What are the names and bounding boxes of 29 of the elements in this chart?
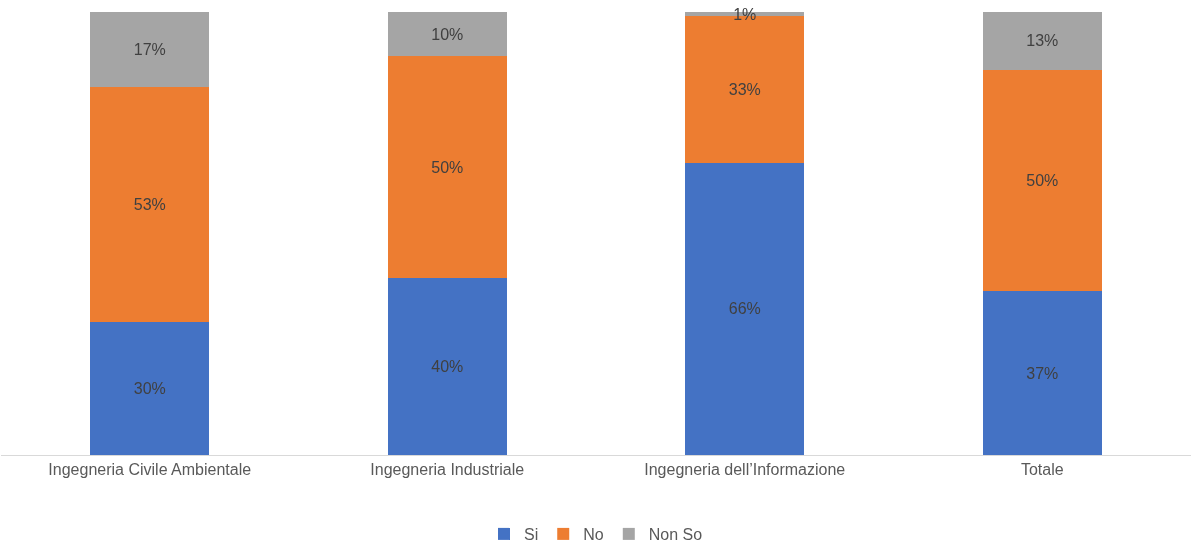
data-label: 53% [133, 196, 166, 214]
bar [387, 12, 507, 57]
data-label: 13% [1026, 32, 1059, 50]
data-label: 1% [733, 5, 757, 23]
data-label: 37% [1026, 364, 1059, 382]
data-label: 17% [133, 41, 166, 59]
bar [982, 69, 1102, 292]
bar [90, 87, 210, 323]
data-label: 40% [431, 357, 464, 375]
legend-label: No [583, 526, 604, 544]
data-label: 50% [1026, 171, 1059, 189]
data-label: 10% [431, 25, 464, 43]
data-label: 50% [431, 158, 464, 176]
x-tick-label: Ingegneria dell’Informazione [644, 461, 846, 479]
bar [387, 277, 507, 455]
bar [982, 291, 1102, 455]
data-label: 33% [728, 81, 761, 99]
bar [90, 322, 210, 455]
legend-label: Si [524, 526, 539, 544]
data-label: 30% [133, 380, 166, 398]
bar [982, 12, 1102, 70]
x-tick-label: Ingegneria Industriale [370, 461, 525, 479]
data-label: 66% [728, 300, 761, 318]
x-tick-label: Ingegneria Civile Ambientale [48, 461, 252, 479]
bar [685, 162, 805, 455]
bar [387, 56, 507, 278]
legend-label: Non So [648, 526, 703, 544]
bar [90, 12, 210, 88]
x-tick-label: Totale [1020, 461, 1064, 479]
